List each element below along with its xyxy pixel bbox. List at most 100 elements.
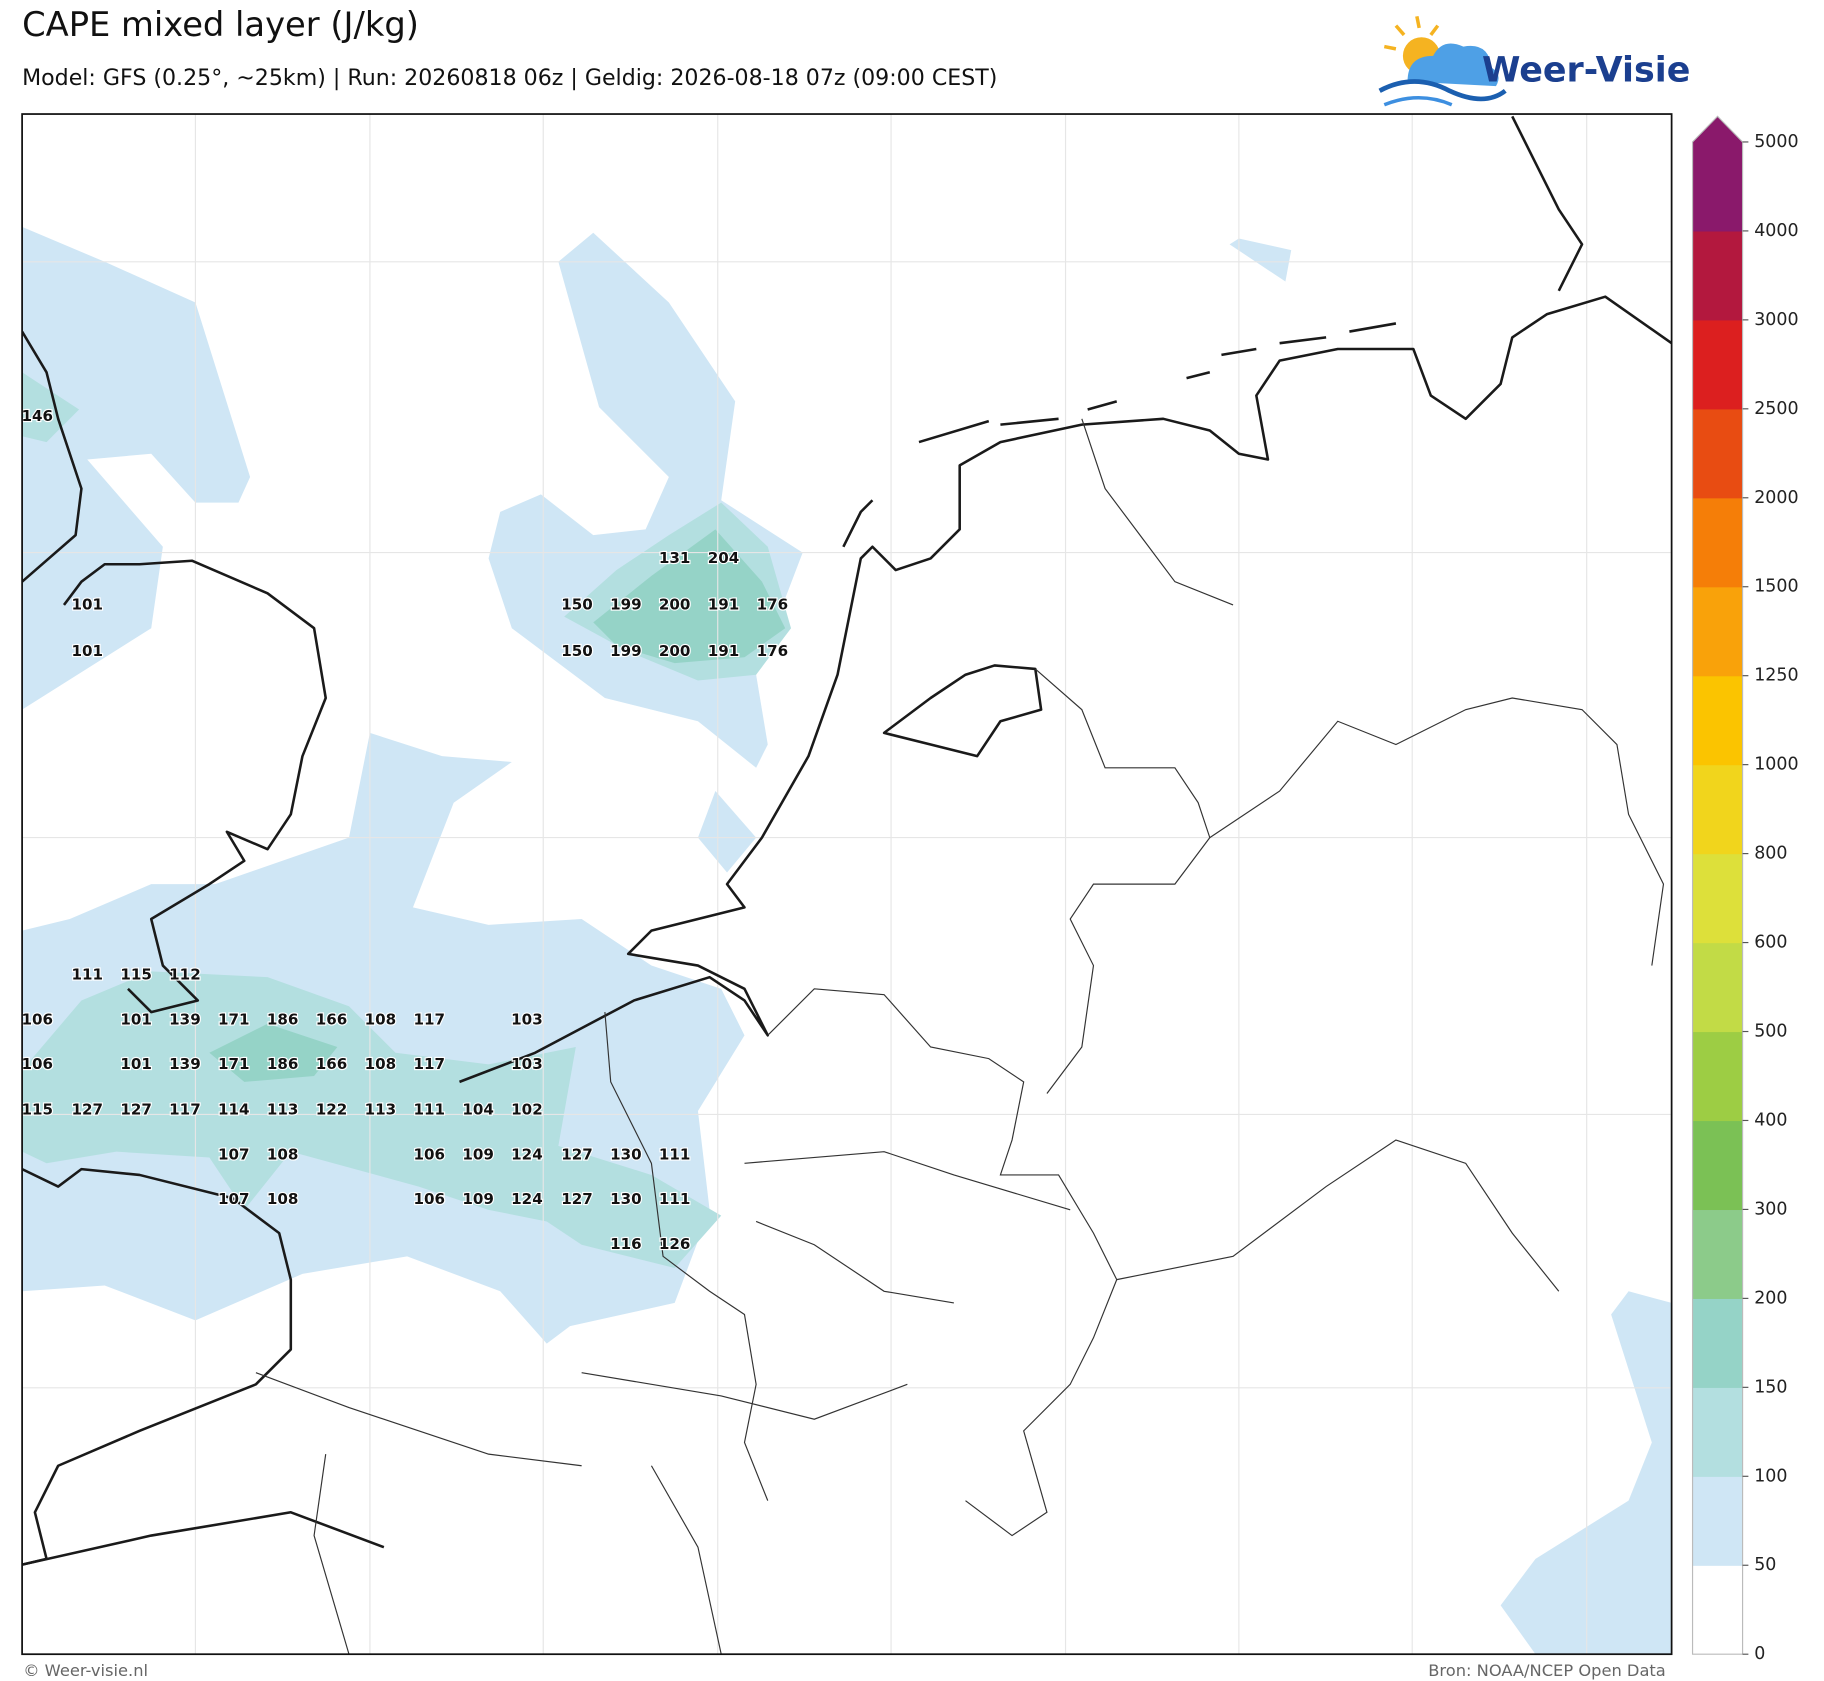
footer-right: Bron: NOAA/NCEP Open Data [1428,1661,1666,1680]
colorbar-segment [1692,675,1743,766]
colorbar-segment [1692,1565,1743,1655]
colorbar-segment [1692,853,1743,944]
value-label: 171 [218,1055,250,1073]
value-label: 130 [610,1190,642,1208]
colorbar-segment [1692,1387,1743,1477]
colorbar-tick-label: 4000 [1754,221,1798,241]
colorbar-segment [1692,141,1743,232]
value-label: 108 [267,1190,299,1208]
value-label: 124 [511,1190,543,1208]
colorbar-tick-label: 600 [1754,933,1787,953]
value-label: 130 [610,1146,642,1164]
colorbar-segment [1692,764,1743,855]
colorbar: 0 50 100 150 200 300 400 500 600 800 1000 1250 1500 2… [1691,115,1799,1664]
colorbar-segment [1692,1298,1743,1388]
value-label: 176 [757,642,789,660]
colorbar-tick-label: 50 [1754,1555,1776,1575]
value-label: 200 [659,595,691,613]
value-label: 166 [316,1011,348,1029]
value-label: 176 [757,595,789,613]
value-label: 106 [21,1011,53,1029]
value-label: 107 [218,1190,250,1208]
colorbar-tick-label: 500 [1754,1022,1787,1042]
value-label: 124 [511,1146,543,1164]
value-label: 103 [511,1011,543,1029]
value-label: 108 [365,1055,397,1073]
value-label: 114 [218,1100,250,1118]
subtitle: Model: GFS (0.25°, ~25km) | Run: 2026081… [22,65,997,91]
colorbar-tick-label: 800 [1754,844,1787,864]
logo-wave [1378,79,1507,102]
value-label: 108 [267,1146,299,1164]
value-label: 131 [659,549,691,567]
colorbar-tick-label: 150 [1754,1377,1787,1397]
colorbar-tick-label: 200 [1754,1288,1787,1308]
value-label: 115 [120,965,152,983]
value-label: 166 [316,1055,348,1073]
logo: Weer-Visie [1378,15,1690,107]
colorbar-segment [1692,1031,1743,1122]
grid [22,114,1672,1655]
colorbar-segment [1692,319,1743,410]
value-label: 113 [365,1100,397,1118]
value-label: 127 [561,1190,593,1208]
colorbar-tick-label: 100 [1754,1466,1787,1486]
value-label: 146 [21,407,53,425]
value-label: 103 [511,1055,543,1073]
value-label: 113 [267,1100,299,1118]
value-label: 171 [218,1011,250,1029]
logo-sun [1383,15,1440,51]
value-label: 200 [659,642,691,660]
value-label: 111 [71,965,103,983]
colorbar-segment [1692,942,1743,1033]
value-labels: 146 131 204 101 150 199 200 191 176 101 150 199 200 1… [21,406,789,1255]
value-label: 101 [71,595,103,613]
colorbar-tick-label: 3000 [1754,310,1798,330]
value-label: 126 [659,1235,691,1253]
value-label: 111 [413,1100,445,1118]
colorbar-segment [1692,1120,1743,1211]
colorbar-outline [1691,115,1744,1655]
value-label: 106 [413,1146,445,1164]
value-label: 112 [169,965,201,983]
value-label: 191 [708,642,740,660]
value-label: 191 [708,595,740,613]
value-label: 186 [267,1055,299,1073]
value-label: 127 [561,1146,593,1164]
value-label: 101 [120,1055,152,1073]
colorbar-tick-label: 1250 [1754,666,1798,686]
value-label: 101 [120,1011,152,1029]
value-label: 117 [413,1011,445,1029]
value-label: 150 [561,642,593,660]
value-label: 117 [413,1055,445,1073]
value-label: 111 [659,1146,691,1164]
value-label: 127 [120,1100,152,1118]
value-label: 106 [21,1055,53,1073]
value-label: 109 [462,1190,494,1208]
map-frame [21,113,1673,1656]
value-label: 127 [71,1100,103,1118]
value-label: 116 [610,1235,642,1253]
value-label: 108 [365,1011,397,1029]
colorbar-tick-label: 400 [1754,1110,1787,1130]
colorbar-segment [1692,586,1743,677]
colorbar-segment [1692,497,1743,588]
value-label: 150 [561,595,593,613]
title: CAPE mixed layer (J/kg) [22,5,419,44]
value-label: 139 [169,1011,201,1029]
colorbar-tick-label: 5000 [1754,132,1798,152]
value-label: 107 [218,1146,250,1164]
borders [255,418,1665,1655]
value-label: 109 [462,1146,494,1164]
cape-150 [209,529,786,1082]
value-label: 102 [511,1100,543,1118]
colorbar-segment [1692,230,1743,321]
value-label: 186 [267,1011,299,1029]
value-label: 111 [659,1190,691,1208]
colorbar-tick-label: 1000 [1754,755,1798,775]
colorbar-segment [1692,1476,1743,1566]
value-label: 104 [462,1100,494,1118]
value-label: 199 [610,595,642,613]
colorbar-tick-label: 2500 [1754,399,1798,419]
